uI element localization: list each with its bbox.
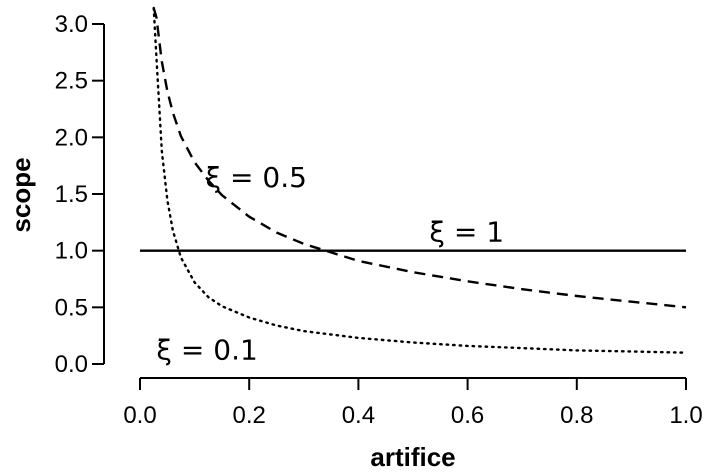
y-tick-label: 0.5 xyxy=(55,294,88,321)
curve-annotation: ξ = 0.5 xyxy=(206,161,307,194)
y-tick-label: 0.0 xyxy=(55,351,88,378)
x-axis: 0.0 0.2 0.4 0.6 0.8 1.0 xyxy=(123,377,703,429)
y-tick-label: 2.0 xyxy=(55,124,88,151)
x-tick-label: 0.8 xyxy=(560,402,593,429)
x-tick-label: 0.6 xyxy=(451,402,484,429)
x-tick-label: 0.4 xyxy=(342,402,375,429)
curve-annotation: ξ = 1 xyxy=(429,215,504,248)
y-tick-label: 1.0 xyxy=(55,238,88,265)
series-line-dashed xyxy=(152,7,687,309)
x-tick-label: 0.2 xyxy=(233,402,266,429)
series-line-dotted xyxy=(152,6,688,354)
curve-annotation: ξ = 0.1 xyxy=(156,333,257,366)
y-axis-title: scope xyxy=(6,157,36,232)
x-tick-label: 0.0 xyxy=(123,402,156,429)
y-tick-label: 1.5 xyxy=(55,181,88,208)
annotations: ξ = 0.5 ξ = 1 ξ = 0.1 xyxy=(156,161,504,366)
y-axis: 0.0 0.5 1.0 1.5 2.0 2.5 3.0 xyxy=(55,11,105,378)
plot-area xyxy=(140,6,688,354)
y-tick-label: 2.5 xyxy=(55,68,88,95)
y-tick-label: 3.0 xyxy=(55,11,88,38)
x-tick-label: 1.0 xyxy=(669,402,702,429)
x-axis-title: artifice xyxy=(370,442,455,472)
